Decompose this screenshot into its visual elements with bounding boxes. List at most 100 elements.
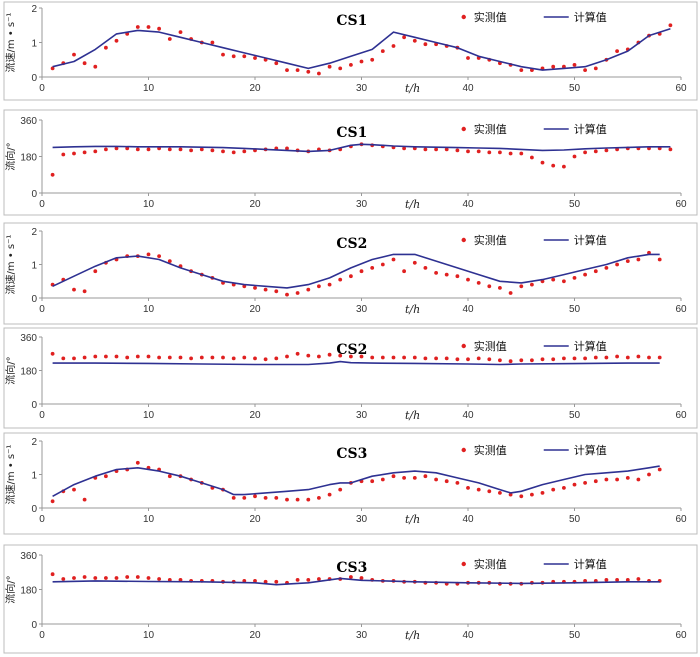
data-point-measured (423, 474, 428, 479)
legend-label-computed: 计算值 (574, 10, 607, 24)
panel-frame (3, 327, 698, 429)
data-point-measured (562, 164, 566, 169)
y-axis-label: 流速/m • s⁻¹ (4, 235, 17, 295)
x-tick-label: 60 (675, 83, 687, 94)
data-point-measured (583, 481, 587, 485)
data-point-measured (104, 147, 108, 152)
data-point-measured (327, 64, 332, 69)
y-tick-label: 0 (31, 294, 37, 305)
legend: 实测值 计算值 (461, 233, 607, 247)
data-point-measured (295, 578, 300, 582)
data-point-measured (317, 284, 321, 289)
data-point-measured (253, 56, 257, 60)
data-point-measured (380, 49, 385, 53)
data-point-measured (370, 479, 375, 484)
data-point-measured (317, 577, 321, 581)
data-point-measured (604, 355, 609, 360)
data-point-measured (114, 38, 119, 43)
chart-panel-5: 0 10 20 30 40 50 60 0 1 2 流速/m • s⁻¹ t/h CS3 实测值 计算值 (3, 432, 698, 535)
y-tick-label: 2 (31, 437, 37, 448)
data-point-measured (402, 476, 406, 480)
data-point-measured (338, 353, 343, 358)
chart-title: CS3 (336, 560, 367, 576)
data-point-measured (508, 492, 513, 497)
data-point-measured (285, 292, 289, 297)
data-point-measured (572, 63, 577, 67)
data-point-measured (253, 579, 257, 583)
data-point-measured (306, 69, 311, 74)
legend-label-measured: 实测值 (474, 233, 507, 247)
data-point-measured (370, 57, 375, 62)
data-point-measured (50, 66, 55, 71)
data-point-measured (412, 476, 417, 480)
data-point-measured (61, 577, 66, 581)
data-point-measured (167, 147, 172, 152)
data-point-measured (253, 494, 257, 499)
data-point-measured (327, 352, 332, 357)
data-point-measured (167, 259, 172, 263)
data-point-measured (242, 149, 247, 154)
data-point-measured (82, 355, 87, 360)
data-point-measured (647, 355, 651, 360)
data-point-measured (135, 460, 140, 465)
data-point-measured (583, 356, 587, 361)
data-point-measured (593, 355, 598, 360)
data-point-measured (657, 467, 662, 472)
data-point-measured (434, 147, 438, 152)
x-tick-label: 30 (356, 83, 368, 94)
x-tick-label: 30 (356, 304, 368, 315)
data-point-measured (189, 148, 194, 153)
data-point-measured (434, 356, 438, 361)
data-point-measured (530, 155, 534, 160)
x-tick-label: 50 (569, 410, 581, 421)
data-point-measured (636, 577, 641, 581)
data-point-measured (572, 356, 577, 361)
data-point-measured (636, 477, 641, 482)
legend-marker-measured (461, 561, 466, 567)
data-point-measured (593, 149, 598, 154)
data-point-measured (530, 282, 534, 287)
y-axis-label: 流向/° (4, 142, 17, 170)
data-point-measured (72, 287, 76, 292)
data-point-measured (615, 262, 619, 267)
data-point-measured (50, 572, 55, 577)
data-point-measured (157, 254, 162, 258)
y-axis-label: 流向/° (4, 356, 17, 384)
x-tick-label: 40 (462, 410, 474, 421)
chart-panel-3: 0 10 20 30 40 50 60 0 1 2 流速/m • s⁻¹ t/h CS2 实测值 计算值 (3, 222, 698, 325)
legend-label-measured: 实测值 (474, 339, 507, 353)
data-point-measured (487, 284, 492, 289)
x-tick-label: 20 (249, 199, 261, 210)
data-point-measured (423, 356, 428, 361)
data-point-measured (104, 576, 108, 580)
data-point-measured (572, 482, 577, 487)
data-point-measured (593, 479, 598, 484)
data-point-measured (157, 355, 162, 360)
y-tick-label: 360 (20, 551, 37, 562)
data-point-measured (551, 357, 556, 362)
legend-marker-measured (461, 343, 466, 349)
x-tick-label: 50 (569, 630, 581, 641)
data-point-measured (72, 356, 76, 361)
x-axis-label: t/h (405, 198, 420, 211)
chart-panel-4: 0 10 20 30 40 50 60 0 180 360 流向/° t/h CS2 实测值 计算值 (3, 327, 698, 429)
data-point-measured (263, 357, 268, 362)
y-tick-label: 0 (31, 504, 37, 515)
data-point-measured (50, 499, 55, 504)
data-point-measured (274, 61, 279, 66)
data-point-measured (93, 149, 98, 154)
data-point-measured (636, 354, 641, 359)
y-tick-label: 180 (20, 367, 37, 378)
data-point-measured (167, 474, 172, 479)
data-point-measured (412, 38, 417, 43)
data-point-measured (391, 44, 396, 48)
data-point-measured (253, 286, 257, 290)
data-point-measured (540, 357, 545, 362)
data-point-measured (423, 147, 428, 152)
x-tick-label: 50 (569, 199, 581, 210)
data-point-measured (604, 578, 609, 582)
y-tick-label: 360 (20, 116, 37, 127)
x-tick-label: 10 (143, 304, 155, 315)
data-point-measured (327, 492, 332, 497)
x-axis-label: t/h (405, 629, 420, 642)
